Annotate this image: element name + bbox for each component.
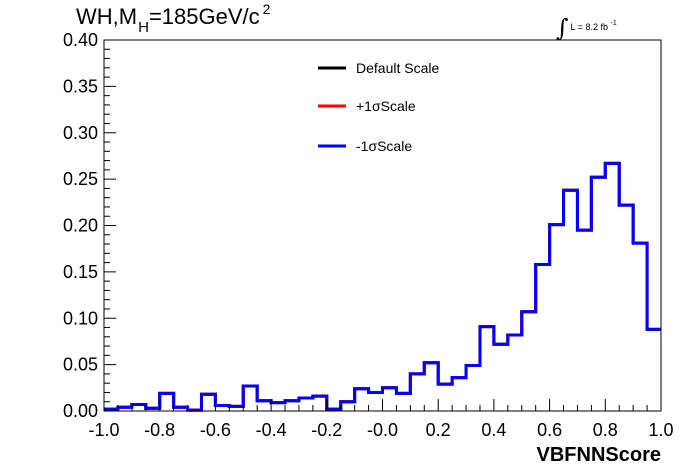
x-tick-label: 0.4 [481, 420, 506, 440]
luminosity-text: L = 8.2 fb [570, 22, 608, 32]
x-tick-label: 0.2 [426, 420, 451, 440]
x-tick-label: -0.2 [311, 420, 342, 440]
luminosity-superscript: -1 [610, 20, 617, 27]
legend: Default Scale +1σScale -1σScale [318, 60, 439, 154]
x-axis: -1.0 -0.8 -0.6 -0.4 -0.2 -0.0 0.2 0.4 0.6 0.8 1.0 [88, 399, 674, 440]
y-tick-label: 0.35 [63, 76, 98, 96]
x-tick-label: -0.8 [144, 420, 175, 440]
title-main: WH,M [76, 4, 138, 29]
y-tick-label: 0.10 [63, 308, 98, 328]
x-axis-label: VBFNNScore [537, 444, 661, 466]
chart-title: WH,MH=185GeV/c 2 [76, 2, 270, 35]
integral-symbol: ∫ [556, 14, 569, 42]
x-tick-label: 1.0 [648, 420, 673, 440]
y-tick-label: 0.05 [63, 355, 98, 375]
x-tick-label: -0.6 [200, 420, 231, 440]
y-tick-label: 0.25 [63, 169, 98, 189]
luminosity-label: ∫ L = 8.2 fb -1 [556, 8, 617, 42]
title-superscript: 2 [262, 1, 271, 17]
x-tick-label: 0.8 [593, 420, 618, 440]
y-tick-label: 0.15 [63, 262, 98, 282]
y-tick-label: 0.40 [63, 30, 98, 50]
title-subscript: H [138, 19, 149, 36]
legend-label: Default Scale [356, 60, 439, 76]
y-tick-label: 0.20 [63, 216, 98, 236]
legend-label: -1σScale [356, 138, 412, 154]
plot-area [104, 40, 661, 411]
y-axis: 0.00 0.05 0.10 0.15 0.20 0.25 0.30 0.35 0.40 [63, 30, 116, 421]
y-tick-label: 0.30 [63, 123, 98, 143]
title-rest: =185GeV/c [148, 4, 260, 29]
x-tick-label: 0.6 [537, 420, 562, 440]
x-tick-label: -1.0 [88, 420, 119, 440]
legend-label: +1σScale [356, 98, 416, 114]
x-tick-label: -0.0 [367, 420, 398, 440]
x-tick-label: -0.4 [256, 420, 287, 440]
y-tick-label: 0.00 [63, 401, 98, 421]
